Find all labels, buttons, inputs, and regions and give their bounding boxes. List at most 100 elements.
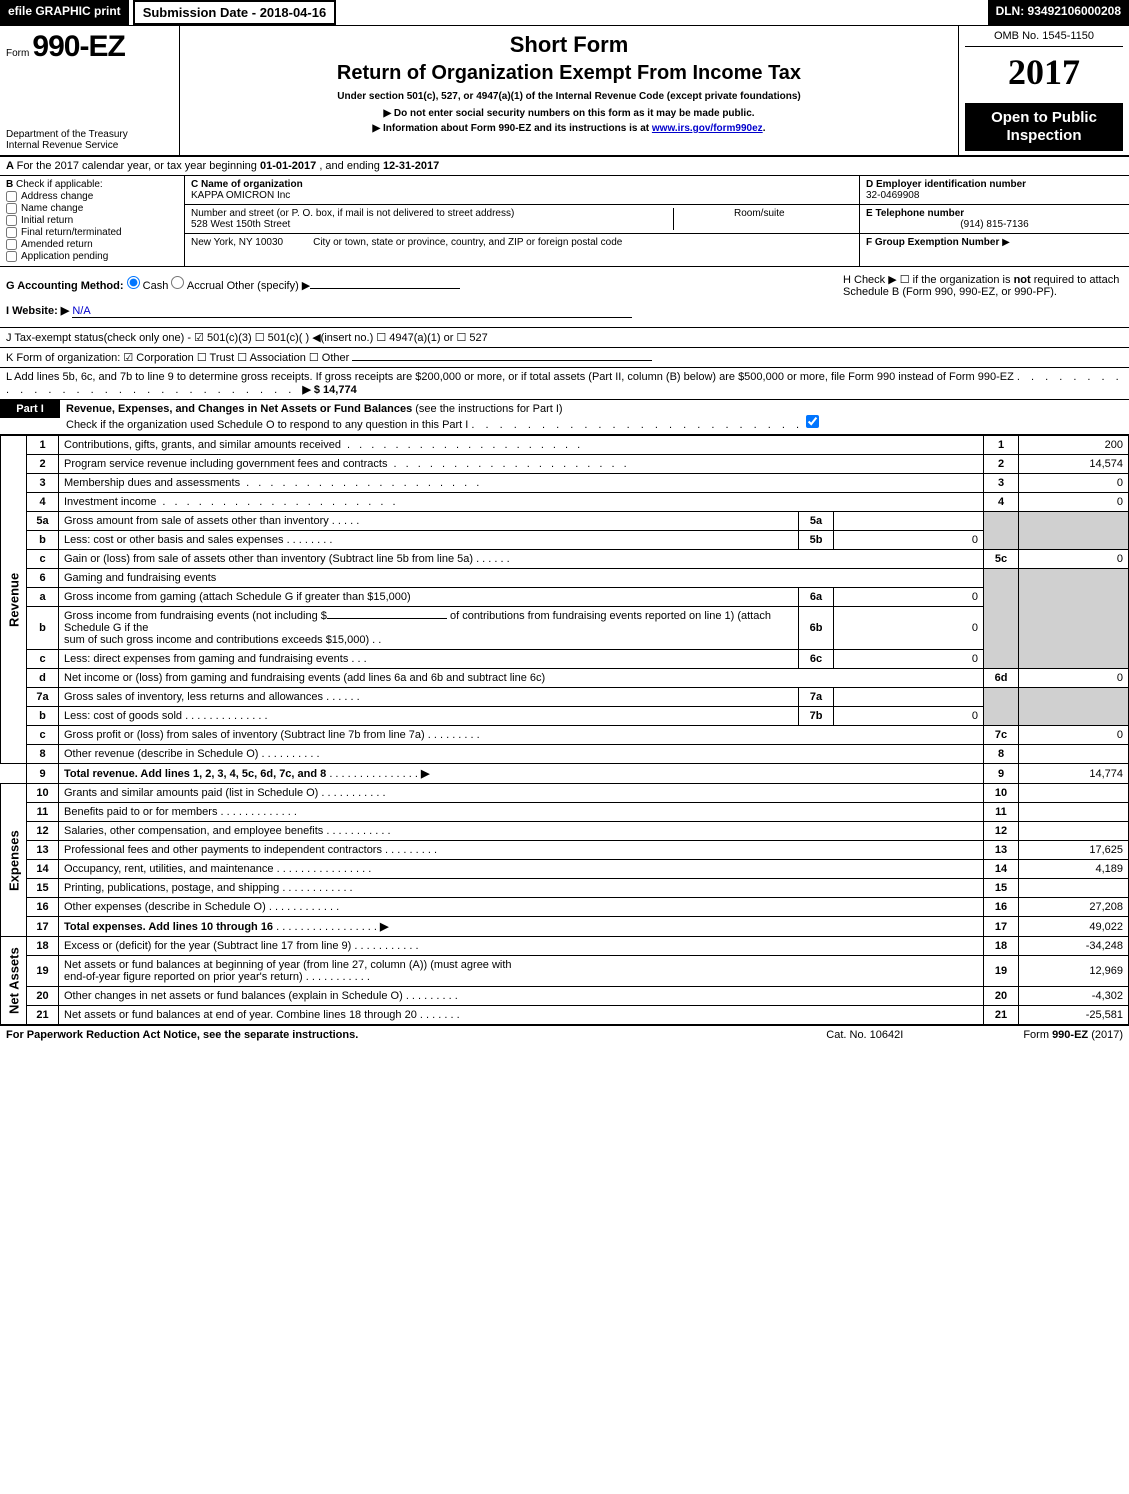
sub-val: 0 [834, 531, 984, 550]
6b-blank[interactable] [327, 618, 447, 619]
k-other-blank[interactable] [352, 360, 652, 361]
line-no: 4 [27, 493, 59, 512]
line-val: 200 [1019, 436, 1129, 455]
line-no: 16 [27, 898, 59, 917]
g-label: G Accounting Method: [6, 280, 124, 292]
h-not: not [1014, 274, 1031, 286]
line-desc: Investment income [64, 496, 156, 508]
c-label: C Name of organization [191, 179, 303, 190]
line-ref: 12 [984, 822, 1019, 841]
check-amended[interactable] [6, 239, 17, 250]
line-no: 18 [27, 937, 59, 956]
table-row: 21 Net assets or fund balances at end of… [1, 1006, 1129, 1025]
line-ref: 9 [984, 764, 1019, 784]
line-val: 0 [1019, 493, 1129, 512]
line-desc: Program service revenue including govern… [64, 458, 387, 470]
radio-cash[interactable] [127, 276, 140, 289]
line-desc: Benefits paid to or for members [64, 806, 217, 818]
line-val: 14,774 [1019, 764, 1129, 784]
city-hint: City or town, state or province, country… [313, 237, 622, 248]
financial-table: Revenue 1 Contributions, gifts, grants, … [0, 435, 1129, 1025]
sub-ref: 7a [799, 688, 834, 707]
opt-initial: Initial return [21, 215, 73, 226]
line-desc: Membership dues and assessments [64, 477, 240, 489]
line-no: 17 [27, 917, 59, 937]
line-desc: Printing, publications, postage, and shi… [64, 882, 279, 894]
check-pending[interactable] [6, 251, 17, 262]
submission-date: Submission Date - 2018-04-16 [133, 0, 337, 25]
dln: DLN: 93492106000208 [988, 0, 1129, 25]
check-final-return[interactable] [6, 227, 17, 238]
cash-label: Cash [143, 280, 169, 292]
open-to-public: Open to Public Inspection [965, 103, 1123, 151]
privacy-notice: ▶ Do not enter social security numbers o… [188, 108, 950, 119]
line-val: -25,581 [1019, 1006, 1129, 1025]
line-no: b [27, 607, 59, 650]
line-desc: Other changes in net assets or fund bala… [64, 990, 403, 1002]
check-label: Check if applicable: [16, 179, 103, 190]
efile-print-button[interactable]: efile GRAPHIC print [0, 0, 129, 25]
line-val: 27,208 [1019, 898, 1129, 917]
form-ref-post: (2017) [1088, 1029, 1123, 1041]
table-row: 17 Total expenses. Add lines 10 through … [1, 917, 1129, 937]
part-1-schedule-o-check[interactable] [806, 415, 819, 428]
cal-year-pre: For the 2017 calendar year, or tax year … [17, 160, 260, 172]
section-bcdef: B Check if applicable: Address change Na… [0, 176, 1129, 267]
line-ref: 11 [984, 803, 1019, 822]
line-no: c [27, 650, 59, 669]
line-no: 2 [27, 455, 59, 474]
table-row: 20 Other changes in net assets or fund b… [1, 987, 1129, 1006]
f-label: F Group Exemption Number [866, 237, 999, 248]
line-no: 7a [27, 688, 59, 707]
irs-link[interactable]: www.irs.gov/form990ez [652, 123, 763, 134]
line-desc: Less: cost or other basis and sales expe… [64, 534, 284, 546]
line-val [1019, 879, 1129, 898]
line-ref: 21 [984, 1006, 1019, 1025]
line-ref: 10 [984, 784, 1019, 803]
line-ref: 2 [984, 455, 1019, 474]
other-label: Other (specify) ▶ [227, 280, 311, 292]
section-a: A For the 2017 calendar year, or tax yea… [0, 157, 1129, 176]
table-row: b Less: cost or other basis and sales ex… [1, 531, 1129, 550]
header-right: OMB No. 1545-1150 2017 Open to Public In… [959, 26, 1129, 155]
sub-ref: 7b [799, 707, 834, 726]
table-row: b Gross income from fundraising events (… [1, 607, 1129, 650]
line-desc: Net assets or fund balances at end of ye… [64, 1009, 417, 1021]
line-ref: 20 [984, 987, 1019, 1006]
check-address-change[interactable] [6, 191, 17, 202]
line-no: 8 [27, 745, 59, 764]
check-name-change[interactable] [6, 203, 17, 214]
line-ref: 3 [984, 474, 1019, 493]
line-desc: Gain or (loss) from sale of assets other… [64, 553, 473, 565]
line-no: b [27, 707, 59, 726]
line-desc-1: Gross income from fundraising events (no… [64, 610, 327, 622]
sub-val: 0 [834, 650, 984, 669]
line-no: 13 [27, 841, 59, 860]
sub-ref: 5b [799, 531, 834, 550]
line-val: 14,574 [1019, 455, 1129, 474]
table-row: 13 Professional fees and other payments … [1, 841, 1129, 860]
line-no: a [27, 588, 59, 607]
other-blank[interactable] [310, 288, 460, 289]
section-h: H Check ▶ ☐ if the organization is not r… [843, 273, 1123, 321]
omb-number: OMB No. 1545-1150 [965, 30, 1123, 47]
line-no: 12 [27, 822, 59, 841]
table-row: c Gross profit or (loss) from sales of i… [1, 726, 1129, 745]
line-desc: Total revenue. Add lines 1, 2, 3, 4, 5c,… [64, 768, 326, 780]
k-text: K Form of organization: ☑ Corporation ☐ … [6, 352, 349, 364]
form-header: Form 990-EZ Department of the Treasury I… [0, 26, 1129, 157]
line-desc: Other expenses (describe in Schedule O) [64, 901, 266, 913]
line-ref: 17 [984, 917, 1019, 937]
radio-accrual[interactable] [171, 276, 184, 289]
line-val [1019, 784, 1129, 803]
line-ref: 1 [984, 436, 1019, 455]
line-desc: Less: direct expenses from gaming and fu… [64, 653, 348, 665]
line-no: 20 [27, 987, 59, 1006]
line-val: 0 [1019, 550, 1129, 569]
line-desc: Gross amount from sale of assets other t… [64, 515, 329, 527]
line-ref: 8 [984, 745, 1019, 764]
line-no: 9 [27, 764, 59, 784]
line-val: 0 [1019, 726, 1129, 745]
check-initial-return[interactable] [6, 215, 17, 226]
table-row: 11 Benefits paid to or for members . . .… [1, 803, 1129, 822]
